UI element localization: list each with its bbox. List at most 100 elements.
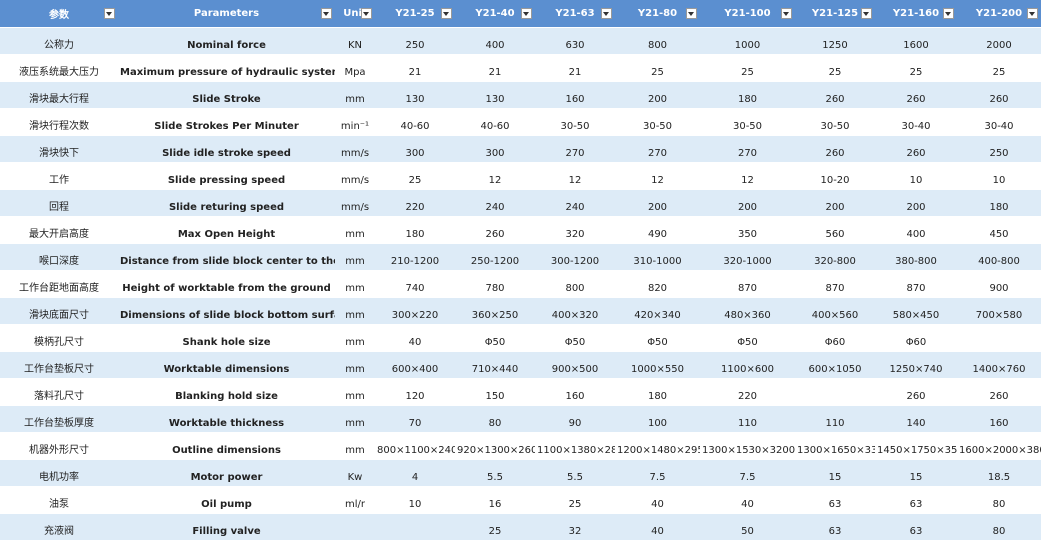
cell: 25 bbox=[375, 162, 455, 190]
cell: Motor power bbox=[118, 459, 335, 487]
cell: 40 bbox=[615, 513, 700, 541]
cell: 40 bbox=[375, 324, 455, 352]
cell: 40 bbox=[615, 486, 700, 514]
cell: 21 bbox=[455, 54, 535, 82]
cell: mm bbox=[335, 405, 375, 433]
cell: 1400×760 bbox=[957, 351, 1041, 379]
cell: 1250×740 bbox=[875, 351, 957, 379]
filter-dropdown[interactable] bbox=[686, 8, 697, 19]
filter-dropdown[interactable] bbox=[781, 8, 792, 19]
cell: 800 bbox=[615, 27, 700, 55]
cell: 1250 bbox=[795, 27, 875, 55]
filter-dropdown[interactable] bbox=[861, 8, 872, 19]
cell: 80 bbox=[455, 405, 535, 433]
cell: 350 bbox=[700, 216, 795, 244]
header-text: Y21-160 bbox=[892, 8, 940, 19]
cell: mm bbox=[335, 351, 375, 379]
cell: 200 bbox=[875, 189, 957, 217]
table-row: 模柄孔尺寸 Shank hole size mm 40 Φ50 Φ50 Φ50 Φ50 Φ60 Φ… bbox=[0, 324, 1041, 352]
cell: Φ50 bbox=[615, 324, 700, 352]
cell: 30-50 bbox=[615, 108, 700, 136]
filter-dropdown[interactable] bbox=[943, 8, 954, 19]
cell: 490 bbox=[615, 216, 700, 244]
cell: 160 bbox=[957, 405, 1041, 433]
cell: Φ60 bbox=[795, 324, 875, 352]
cell: 800 bbox=[535, 270, 615, 298]
cell: 780 bbox=[455, 270, 535, 298]
header-cell: Y21-25 bbox=[375, 0, 455, 28]
cell: mm bbox=[335, 378, 375, 406]
header-cell: Y21-63 bbox=[535, 0, 615, 28]
cell: 110 bbox=[700, 405, 795, 433]
cell: 260 bbox=[455, 216, 535, 244]
cell: 10 bbox=[875, 162, 957, 190]
cell: 21 bbox=[375, 54, 455, 82]
filter-dropdown[interactable] bbox=[601, 8, 612, 19]
cell: 400×560 bbox=[795, 297, 875, 325]
cell: 滑块最大行程 bbox=[0, 81, 118, 109]
cell: 300 bbox=[455, 135, 535, 163]
cell: Worktable dimensions bbox=[118, 351, 335, 379]
cell: 260 bbox=[957, 81, 1041, 109]
cell: 240 bbox=[455, 189, 535, 217]
header-cell: Unit bbox=[335, 0, 375, 28]
cell: 30-50 bbox=[795, 108, 875, 136]
cell: 400 bbox=[875, 216, 957, 244]
cell: 25 bbox=[535, 486, 615, 514]
cell: 900 bbox=[957, 270, 1041, 298]
header-text: Parameters bbox=[193, 8, 260, 19]
table-row: 工作台垫板尺寸 Worktable dimensions mm 600×400 710×… bbox=[0, 351, 1041, 379]
cell: 240 bbox=[535, 189, 615, 217]
cell: 220 bbox=[700, 378, 795, 406]
cell: 210-1200 bbox=[375, 243, 455, 271]
cell: 16 bbox=[455, 486, 535, 514]
header-text: Y21-40 bbox=[475, 8, 515, 19]
cell: 63 bbox=[875, 513, 957, 541]
cell: 7.5 bbox=[700, 459, 795, 487]
cell: 480×360 bbox=[700, 297, 795, 325]
cell: 充液阀 bbox=[0, 513, 118, 541]
header-cell: Y21-125 bbox=[795, 0, 875, 28]
cell: 1300×1530×3200 bbox=[700, 432, 795, 460]
cell: 150 bbox=[455, 378, 535, 406]
cell: 250-1200 bbox=[455, 243, 535, 271]
cell: 800×1100×2400 bbox=[375, 432, 455, 460]
cell: mm bbox=[335, 216, 375, 244]
cell: 130 bbox=[455, 81, 535, 109]
cell: 63 bbox=[795, 513, 875, 541]
filter-dropdown[interactable] bbox=[1027, 8, 1038, 19]
filter-dropdown[interactable] bbox=[521, 8, 532, 19]
cell: Outline dimensions bbox=[118, 432, 335, 460]
cell: 15 bbox=[875, 459, 957, 487]
header-text: Y21-125 bbox=[811, 8, 859, 19]
cell: min⁻¹ bbox=[335, 108, 375, 136]
cell: 270 bbox=[535, 135, 615, 163]
cell: 420×340 bbox=[615, 297, 700, 325]
table-row: 工作 Slide pressing speed mm/s 25 12 12 12 12 10-2… bbox=[0, 162, 1041, 190]
cell: 30-40 bbox=[957, 108, 1041, 136]
cell: 200 bbox=[615, 81, 700, 109]
cell: 180 bbox=[957, 189, 1041, 217]
cell: mm bbox=[335, 81, 375, 109]
cell: 喉口深度 bbox=[0, 243, 118, 271]
cell: 160 bbox=[535, 378, 615, 406]
filter-dropdown[interactable] bbox=[104, 8, 115, 19]
filter-dropdown[interactable] bbox=[361, 8, 372, 19]
cell: 260 bbox=[795, 81, 875, 109]
cell: 130 bbox=[375, 81, 455, 109]
cell: 600×1050 bbox=[795, 351, 875, 379]
cell: 120 bbox=[375, 378, 455, 406]
cell: Nominal force bbox=[118, 27, 335, 55]
cell: 12 bbox=[535, 162, 615, 190]
cell: 920×1300×2600 bbox=[455, 432, 535, 460]
filter-dropdown[interactable] bbox=[441, 8, 452, 19]
cell: 10 bbox=[957, 162, 1041, 190]
header-text: Y21-200 bbox=[975, 8, 1023, 19]
cell: 40-60 bbox=[375, 108, 455, 136]
cell: Slide idle stroke speed bbox=[118, 135, 335, 163]
cell: 30-50 bbox=[535, 108, 615, 136]
table-row: 充液阀 Filling valve 25 32 40 50 63 63 80 bbox=[0, 513, 1041, 541]
filter-dropdown[interactable] bbox=[321, 8, 332, 19]
cell: 40 bbox=[700, 486, 795, 514]
